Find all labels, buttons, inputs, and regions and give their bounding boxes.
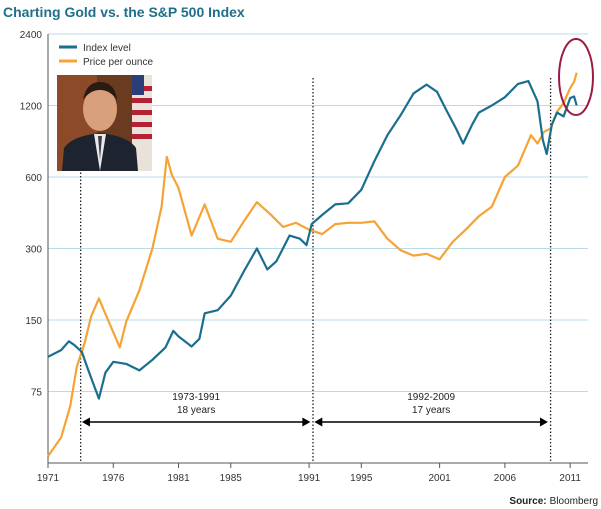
x-tick-label: 2011 [559, 473, 581, 484]
arrow-right-icon [302, 417, 311, 427]
source-value: Bloomberg [550, 496, 598, 507]
source-label: Source: [509, 496, 546, 507]
legend-label-index-level: Index level [83, 43, 131, 54]
x-tick-label: 1976 [102, 473, 125, 484]
legend: Index level Price per ounce [59, 43, 153, 68]
legend-label-price-per-ounce: Price per ounce [83, 57, 153, 68]
y-tick-label: 300 [25, 245, 42, 256]
x-axis: 1971 1976 1981 1985 1991 1995 2001 2006 2011 [37, 463, 581, 484]
y-tick-label: 600 [25, 173, 42, 184]
arrow-right-icon [539, 417, 548, 427]
annotation-duration: 17 years [412, 405, 450, 416]
annotation-duration: 18 years [177, 405, 215, 416]
y-tick-label: 75 [31, 388, 43, 399]
y-tick-label: 2400 [20, 30, 43, 41]
arrow-left-icon [81, 417, 90, 427]
portrait-photo [57, 75, 152, 171]
x-tick-label: 1995 [350, 473, 373, 484]
x-tick-label: 1981 [167, 473, 190, 484]
source-note: Source: Bloomberg [509, 496, 598, 507]
highlight-circle [558, 38, 594, 116]
x-tick-label: 1985 [220, 473, 243, 484]
y-axis: 75 150 300 600 1200 2400 [20, 30, 43, 399]
x-tick-label: 2001 [429, 473, 452, 484]
flag-icon [132, 75, 152, 171]
arrow-left-icon [314, 417, 323, 427]
annotation-period: 1992-2009 [407, 392, 455, 403]
x-tick-label: 1971 [37, 473, 60, 484]
annotations: 1973-1991 18 years 1992-2009 17 years [81, 392, 548, 427]
chart-title: Charting Gold vs. the S&P 500 Index [3, 4, 245, 20]
series-line-index-level [47, 79, 578, 400]
x-tick-label: 2006 [494, 473, 517, 484]
y-tick-label: 1200 [20, 102, 43, 113]
annotation-period: 1973-1991 [172, 392, 220, 403]
y-tick-label: 150 [25, 316, 42, 327]
series-line-price-per-ounce [47, 72, 578, 457]
x-tick-label: 1991 [298, 473, 321, 484]
